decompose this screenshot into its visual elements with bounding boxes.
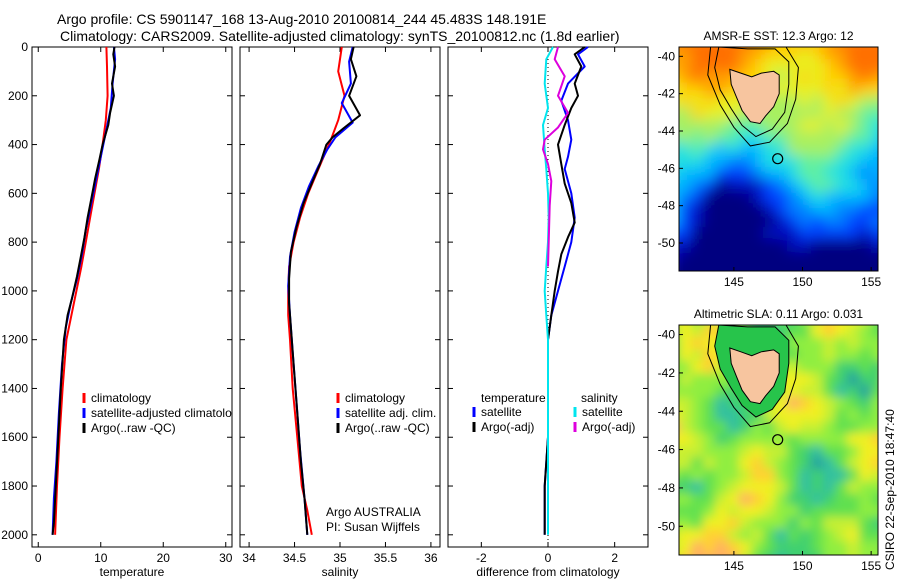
y-tick-label: 1000 — [1, 284, 28, 298]
legend-label: climatology — [345, 391, 405, 405]
legend-group-title: temperature — [481, 391, 546, 405]
map-frame — [678, 46, 879, 272]
legend-label: satellite-adjusted climatology — [91, 406, 244, 420]
x-axis-label: difference from climatology — [476, 565, 619, 579]
bathymetry-contour — [714, 325, 790, 418]
y-tick-label: -42 — [658, 87, 676, 101]
legend-label: satellite adj. clim. — [345, 406, 436, 420]
map-title: AMSR-E SST: 12.3 Argo: 12 — [703, 29, 853, 43]
y-tick-label: 0 — [21, 40, 28, 54]
y-tick-label: -42 — [658, 366, 676, 380]
legend-label: satellite — [582, 405, 623, 419]
x-tick-label: 34.5 — [283, 551, 307, 565]
map-title: Altimetric SLA: 0.11 Argo: 0.031 — [694, 307, 864, 321]
y-tick-label: 2000 — [1, 528, 28, 542]
y-tick-label: 1800 — [1, 479, 28, 493]
x-axis-label: temperature — [100, 565, 165, 579]
x-tick-label: 35 — [333, 551, 347, 565]
y-tick-label: 600 — [8, 186, 28, 200]
series-line-salinity-argo-adj- — [542, 46, 569, 267]
y-tick-label: -44 — [658, 404, 676, 418]
legend-group-title: salinity — [581, 391, 618, 405]
bathymetry-contour — [707, 47, 799, 147]
y-tick-label: 200 — [8, 89, 28, 103]
plot-frame — [31, 46, 233, 548]
y-tick-label: 400 — [8, 138, 28, 152]
x-tick-label: 145 — [724, 275, 744, 289]
legend-label: satellite — [481, 405, 522, 419]
credit-annotation: PI: Susan Wijffels — [326, 520, 420, 534]
x-axis-label: salinity — [322, 565, 359, 579]
map-field — [679, 47, 878, 271]
bathymetry-contour — [707, 325, 799, 428]
x-tick-label: -2 — [476, 551, 487, 565]
x-tick-label: 30 — [219, 551, 233, 565]
x-tick-label: 0 — [35, 551, 42, 565]
profile-panel-0: 0 10 20 30 0 200 400 600 800 1000 1200 1400 1600 1800… — [1, 40, 232, 579]
y-tick-label: 1600 — [1, 430, 28, 444]
x-tick-label: 36 — [424, 551, 438, 565]
x-tick-label: 10 — [94, 551, 108, 565]
argo-float-marker — [772, 153, 784, 165]
map-frame — [678, 324, 879, 556]
tasmania-landmass — [729, 68, 780, 125]
y-tick-label: -40 — [658, 49, 676, 63]
y-tick-label: -46 — [658, 161, 676, 175]
legend-label: Argo(-adj) — [481, 420, 534, 434]
map-panel-1: AMSR-E SST: 12.3 Argo: 12 145 150 155 -40 -42… — [658, 29, 882, 289]
y-tick-label: 800 — [8, 235, 28, 249]
y-tick-label: -46 — [658, 443, 676, 457]
y-tick-label: -48 — [658, 481, 676, 495]
credit-annotation: Argo AUSTRALIA — [326, 505, 421, 519]
legend-label: Argo(..raw -QC) — [91, 421, 176, 435]
x-tick-label: 0 — [545, 551, 552, 565]
series-line-argo-raw-qc- — [288, 46, 361, 535]
map-field — [679, 325, 878, 555]
y-tick-label: -50 — [658, 236, 676, 250]
y-tick-label: -40 — [658, 328, 676, 342]
bathymetry-contour — [714, 47, 790, 138]
legend-label: Argo(..raw -QC) — [345, 421, 430, 435]
y-tick-label: 1200 — [1, 333, 28, 347]
x-tick-label: 155 — [861, 275, 881, 289]
legend-label: Argo(-adj) — [582, 420, 635, 434]
tasmania-landmass — [729, 347, 780, 405]
y-tick-label: 1400 — [1, 381, 28, 395]
map-panel-2: Altimetric SLA: 0.11 Argo: 0.031 145 150 15… — [658, 307, 882, 573]
profile-panel-1: 34 34.5 35 35.5 36 salinity — [239, 46, 441, 579]
x-tick-label: 145 — [724, 559, 744, 573]
y-tick-label: -48 — [658, 199, 676, 213]
x-tick-label: 150 — [793, 275, 813, 289]
legend-difference: temperaturesatelliteArgo(-adj)salinitysa… — [472, 391, 635, 434]
x-tick-label: 35.5 — [374, 551, 398, 565]
x-tick-label: 150 — [793, 559, 813, 573]
y-tick-label: -44 — [658, 124, 676, 138]
figure-title-line2: Climatology: CARS2009. Satellite-adjuste… — [60, 28, 620, 44]
x-tick-label: 20 — [157, 551, 171, 565]
y-tick-label: -50 — [658, 519, 676, 533]
argo-float-marker — [772, 434, 784, 446]
x-tick-label: 2 — [611, 551, 618, 565]
legend-label: climatology — [91, 391, 151, 405]
figure-title-line1: Argo profile: CS 5901147_168 13-Aug-2010… — [57, 11, 547, 27]
series-line-climatology — [54, 46, 109, 535]
x-tick-label: 155 — [861, 559, 881, 573]
plot-frame — [239, 46, 441, 548]
x-tick-label: 34 — [242, 551, 256, 565]
timestamp-stamp: CSIRO 22-Sep-2010 18:47:40 — [883, 409, 897, 570]
series-line-argo-raw-qc- — [51, 46, 117, 535]
